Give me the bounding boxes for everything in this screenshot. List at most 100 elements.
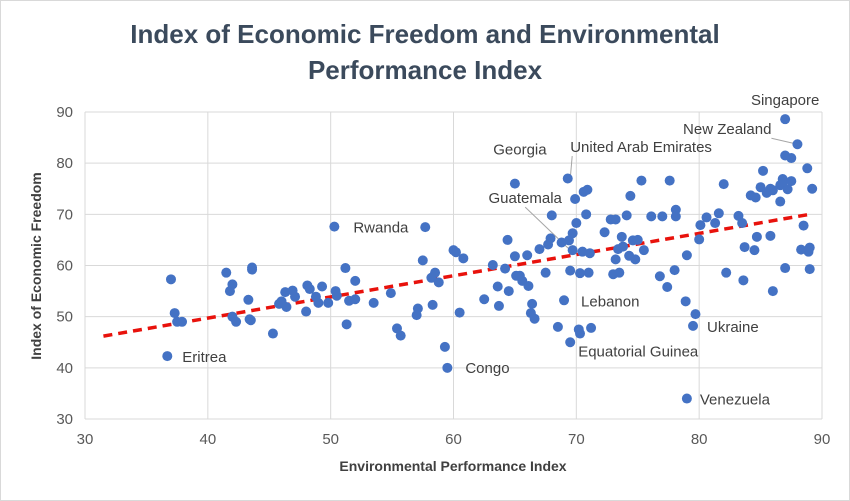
data-point xyxy=(545,233,556,244)
data-point xyxy=(739,242,750,253)
y-axis-ticks: 30 40 50 60 70 80 90 xyxy=(56,104,73,428)
data-point xyxy=(798,220,809,231)
data-point xyxy=(751,231,762,242)
data-point xyxy=(664,175,675,186)
data-point xyxy=(583,267,594,278)
data-point xyxy=(243,294,254,305)
data-point xyxy=(567,245,578,256)
x-tick-label: 30 xyxy=(77,431,94,448)
data-point xyxy=(782,184,793,195)
chart-title-line-2: Performance Index xyxy=(307,55,543,85)
data-point xyxy=(610,214,621,225)
data-point xyxy=(527,298,538,309)
data-point xyxy=(162,351,173,362)
data-point xyxy=(290,291,301,302)
data-point xyxy=(616,231,627,242)
data-point xyxy=(662,281,673,292)
data-point xyxy=(780,263,791,274)
data-point xyxy=(571,218,582,229)
data-point xyxy=(767,286,778,297)
data-point xyxy=(599,227,610,238)
data-point xyxy=(765,230,776,241)
annotation-label: Singapore xyxy=(751,92,819,109)
data-point xyxy=(340,263,351,274)
data-point xyxy=(688,320,699,331)
data-point xyxy=(458,253,469,264)
data-point xyxy=(775,196,786,207)
data-point xyxy=(509,251,520,262)
data-point xyxy=(552,321,563,332)
data-point xyxy=(786,153,797,164)
data-point xyxy=(540,267,551,278)
data-point xyxy=(487,259,498,270)
data-point xyxy=(630,254,641,265)
data-point xyxy=(267,328,278,339)
x-axis-ticks: 30 40 50 60 70 80 90 xyxy=(77,431,831,448)
data-point xyxy=(313,297,324,308)
annotation-label: Eritrea xyxy=(182,349,227,366)
annotation-label: Ukraine xyxy=(707,319,759,336)
y-tick-label: 40 xyxy=(56,360,73,377)
data-point xyxy=(738,275,749,286)
data-point xyxy=(534,244,545,255)
data-point xyxy=(417,255,428,266)
data-point xyxy=(737,218,748,229)
data-point xyxy=(780,114,791,125)
data-point xyxy=(420,222,431,233)
data-point xyxy=(582,184,593,195)
data-point xyxy=(614,267,625,278)
data-point xyxy=(804,242,815,253)
data-point xyxy=(529,313,540,324)
annotation-label: Equatorial Guinea xyxy=(578,343,699,360)
y-tick-label: 30 xyxy=(56,411,73,428)
data-point xyxy=(669,265,680,276)
x-tick-label: 40 xyxy=(199,431,216,448)
data-point xyxy=(695,220,706,231)
data-point xyxy=(570,193,581,204)
data-point xyxy=(654,271,665,282)
data-point xyxy=(565,265,576,276)
annotation-label: New Zealand xyxy=(683,121,771,138)
y-tick-label: 50 xyxy=(56,309,73,326)
data-point xyxy=(792,139,803,150)
data-point xyxy=(632,234,643,245)
data-point xyxy=(433,277,444,288)
annotation-label: Congo xyxy=(465,360,509,377)
data-point xyxy=(492,281,503,292)
data-point xyxy=(749,245,760,256)
data-point xyxy=(350,294,361,305)
data-point xyxy=(625,190,636,201)
data-point xyxy=(710,218,721,229)
data-point xyxy=(350,275,361,286)
chart-title: Index of Economic Freedom and Environmen… xyxy=(0,16,850,88)
data-point xyxy=(586,322,597,333)
data-point xyxy=(690,309,701,320)
annotation-label: Venezuela xyxy=(700,392,771,409)
y-tick-label: 70 xyxy=(56,206,73,223)
x-tick-label: 80 xyxy=(691,431,708,448)
y-tick-label: 60 xyxy=(56,258,73,275)
data-point xyxy=(247,264,258,275)
data-point xyxy=(567,228,578,239)
data-point xyxy=(802,163,813,174)
x-tick-label: 60 xyxy=(445,431,462,448)
annotation-label: Rwanda xyxy=(353,220,409,237)
trendline xyxy=(103,212,811,338)
data-point xyxy=(522,250,533,261)
x-tick-label: 50 xyxy=(322,431,339,448)
data-point xyxy=(562,173,573,184)
data-point xyxy=(245,315,256,326)
data-point xyxy=(721,267,732,278)
data-point xyxy=(227,279,238,290)
data-point xyxy=(646,211,657,222)
data-point xyxy=(670,211,681,222)
annotation-label: Guatemala xyxy=(489,190,563,207)
data-point xyxy=(329,221,340,232)
data-point xyxy=(546,210,557,221)
data-point xyxy=(177,316,188,327)
data-point xyxy=(804,264,815,275)
data-point xyxy=(523,280,534,291)
data-point xyxy=(427,299,438,310)
